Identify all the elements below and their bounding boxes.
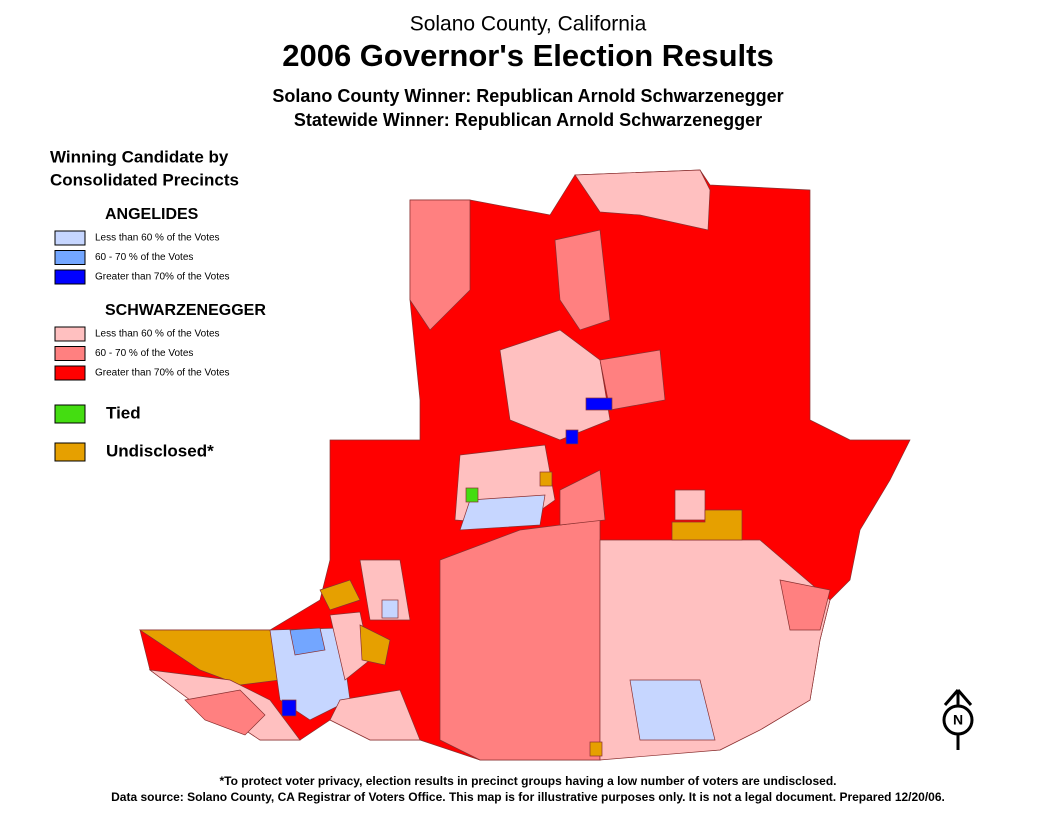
legend-label: 60 - 70 % of the Votes (95, 252, 193, 263)
region (289, 627, 326, 656)
region (674, 489, 706, 521)
legend-label: Less than 60 % of the Votes (95, 233, 220, 244)
legend-swatch (54, 442, 86, 462)
region (329, 689, 421, 741)
legend-label: Undisclosed* (106, 441, 214, 460)
legend-label: Greater than 70% of the Votes (95, 368, 230, 379)
region (459, 494, 546, 531)
legend-label: Greater than 70% of the Votes (95, 272, 230, 283)
region (269, 627, 351, 721)
region (671, 509, 743, 541)
legend-swatch (54, 250, 86, 265)
region (779, 579, 831, 631)
region (499, 329, 611, 441)
legend-label: Tied (106, 403, 141, 422)
region (138, 629, 281, 686)
region (589, 741, 603, 757)
legend-swatch (54, 346, 86, 361)
region (559, 469, 606, 526)
legend-group: SCHWARZENEGGER (105, 302, 266, 319)
legend-swatch (54, 404, 86, 424)
legend-label: 60 - 70 % of the Votes (95, 348, 193, 359)
statewide-winner: Statewide Winner: Republican Arnold Schw… (294, 110, 762, 130)
legend-swatch (54, 269, 86, 285)
region (465, 487, 479, 503)
legend-group: ANGELIDES (105, 206, 199, 223)
legend-swatch (54, 230, 86, 246)
region (565, 429, 579, 445)
north-letter: N (953, 712, 963, 728)
region (585, 397, 613, 411)
region (184, 689, 266, 736)
county-winner: Solano County Winner: Republican Arnold … (272, 86, 783, 106)
north-arrow: N (942, 689, 974, 750)
region (629, 679, 716, 741)
map-title: 2006 Governor's Election Results (282, 38, 774, 73)
region (319, 579, 361, 611)
legend-label: Less than 60 % of the Votes (95, 329, 220, 340)
arrow-circle (942, 704, 974, 736)
region (359, 624, 391, 666)
region (554, 229, 611, 331)
county-name: Solano County, California (410, 13, 647, 36)
region (599, 539, 831, 761)
footnote: *To protect voter privacy, election resu… (219, 774, 836, 788)
region (539, 471, 553, 487)
region (409, 199, 471, 331)
legend-title: Consolidated Precincts (50, 170, 239, 189)
region (281, 699, 297, 717)
region (439, 519, 601, 761)
legend-title: Winning Candidate by (50, 147, 229, 166)
region (574, 169, 711, 231)
region (599, 349, 666, 411)
region (381, 599, 399, 619)
legend-swatch (54, 365, 86, 381)
county-map (138, 169, 911, 761)
source-note: Data source: Solano County, CA Registrar… (111, 790, 945, 804)
legend-swatch (54, 326, 86, 342)
